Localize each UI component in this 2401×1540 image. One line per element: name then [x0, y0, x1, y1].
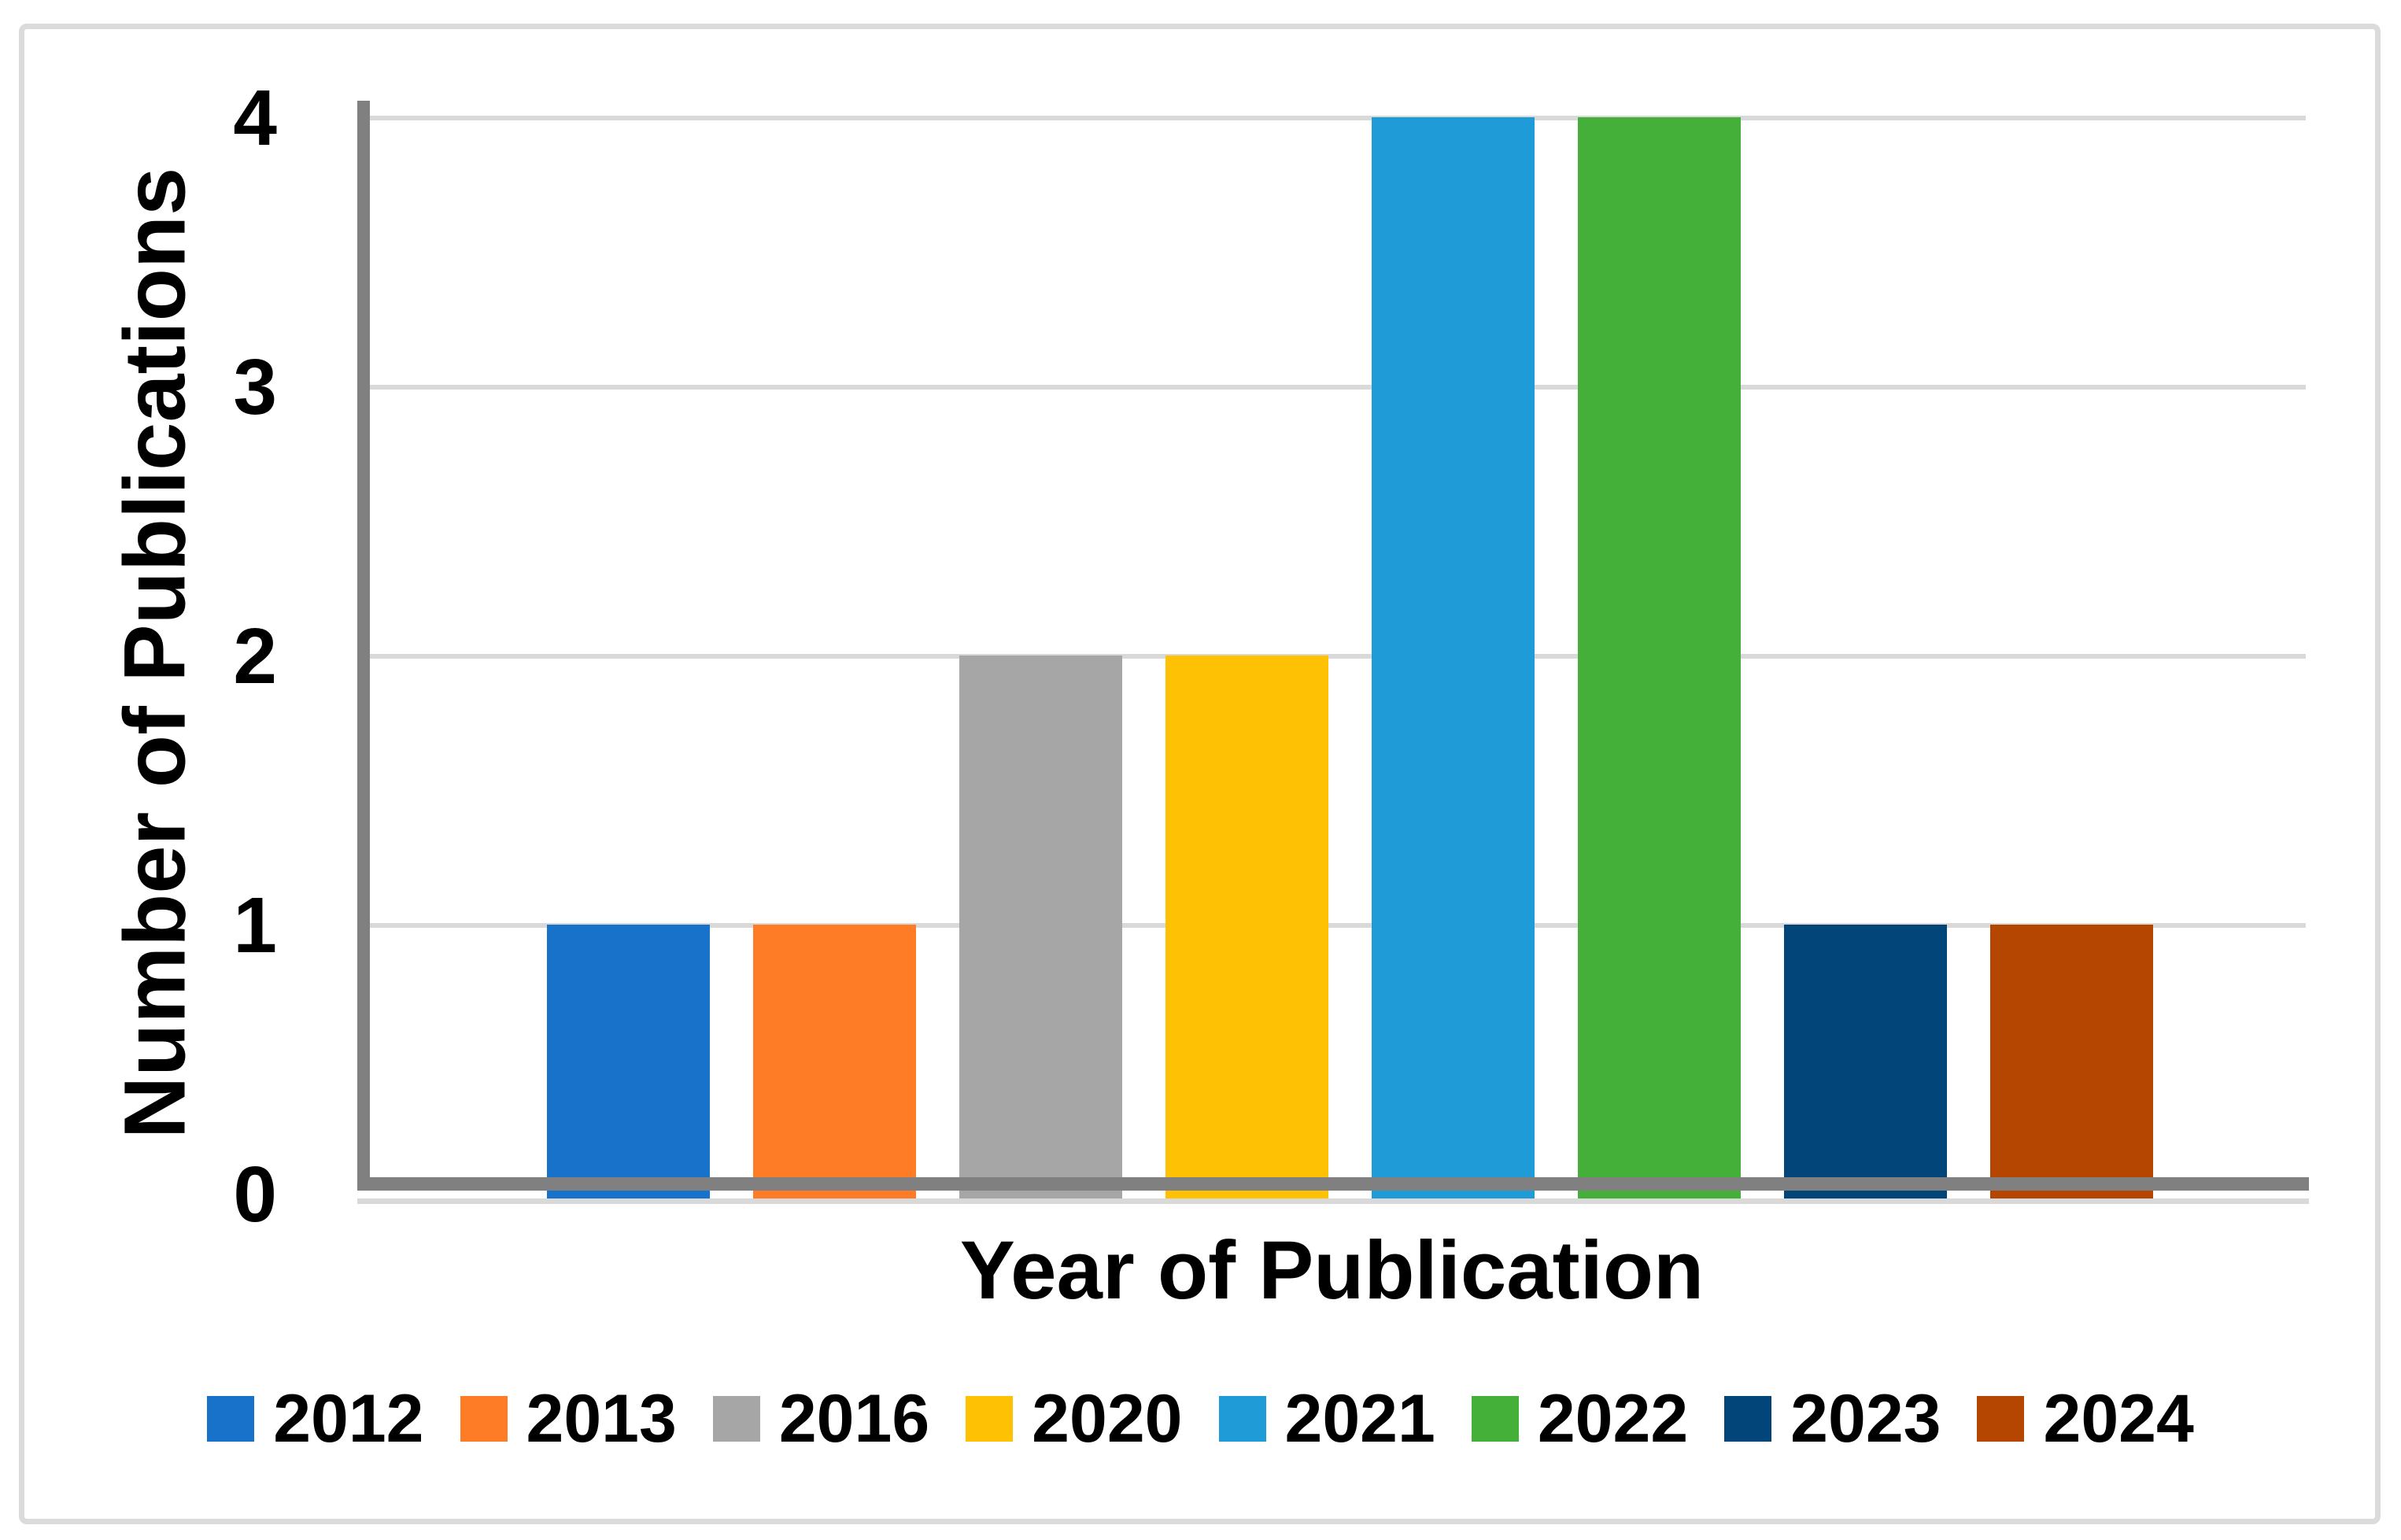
- legend-swatch-2023: [1724, 1396, 1772, 1442]
- gridline-4: [368, 116, 2306, 120]
- bar-2023: [1784, 925, 1947, 1198]
- legend-item-2022: 2022: [1471, 1381, 1689, 1457]
- bar-2024: [1990, 925, 2153, 1198]
- bar-2020: [1165, 656, 1328, 1198]
- legend-item-2023: 2023: [1724, 1383, 1941, 1454]
- y-tick-label-4: 4: [233, 74, 277, 162]
- legend-label-2022: 2022: [1537, 1381, 1689, 1457]
- y-tick-label-0: 0: [233, 1150, 277, 1239]
- legend-label-2020: 2020: [1032, 1381, 1183, 1457]
- legend: 2012 2013 2016 2020 2021 2022 2023 2024: [0, 1383, 2401, 1454]
- gridline-1: [368, 923, 2306, 928]
- bar-2022: [1578, 117, 1741, 1198]
- x-axis-title: Year of Publication: [959, 1224, 1705, 1317]
- legend-label-2023: 2023: [1790, 1381, 1941, 1457]
- legend-item-2012: 2012: [207, 1381, 424, 1457]
- legend-swatch-2013: [460, 1396, 508, 1442]
- legend-item-2013: 2013: [460, 1383, 677, 1454]
- legend-item-2021: 2021: [1218, 1381, 1435, 1457]
- legend-swatch-2021: [1218, 1396, 1266, 1442]
- legend-swatch-2016: [712, 1396, 760, 1442]
- legend-swatch-2020: [966, 1396, 1014, 1442]
- bar-2013: [753, 925, 916, 1198]
- bar-2021: [1372, 117, 1535, 1198]
- gridline-3: [368, 385, 2306, 390]
- legend-label-2016: 2016: [778, 1381, 930, 1457]
- legend-label-2021: 2021: [1284, 1381, 1435, 1457]
- legend-label-2013: 2013: [526, 1381, 677, 1457]
- legend-item-2020: 2020: [966, 1381, 1183, 1457]
- y-tick-label-2: 2: [233, 612, 277, 700]
- zero-gridline: [357, 1198, 2309, 1204]
- legend-item-2024: 2024: [1977, 1381, 2194, 1457]
- legend-swatch-2022: [1471, 1396, 1519, 1442]
- y-tick-label-3: 3: [233, 343, 277, 431]
- legend-swatch-2012: [207, 1396, 255, 1442]
- y-tick-label-1: 1: [233, 881, 277, 969]
- x-axis-line: [357, 1177, 2309, 1191]
- legend-label-2024: 2024: [2043, 1381, 2194, 1457]
- bar-2016: [959, 656, 1122, 1198]
- legend-swatch-2024: [1977, 1396, 2025, 1442]
- bar-2012: [547, 925, 710, 1198]
- gridline-2: [368, 654, 2306, 659]
- chart-border: [19, 24, 2381, 1524]
- legend-item-2016: 2016: [712, 1381, 930, 1457]
- y-axis-line: [357, 101, 370, 1191]
- legend-label-2012: 2012: [273, 1381, 424, 1457]
